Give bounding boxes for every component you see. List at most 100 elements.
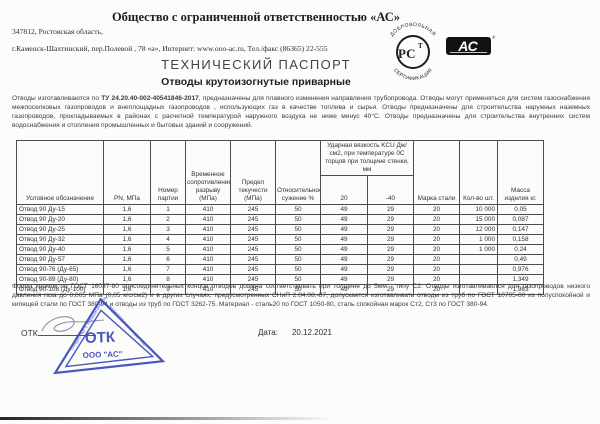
col-header-quantity: Кол-во шт. xyxy=(459,140,498,205)
col-header-kcu-minus40: -40 xyxy=(367,175,414,205)
table-cell: 29 xyxy=(367,234,414,245)
cert-bottom-text: СЕРТИФИКАЦИЯ xyxy=(392,67,434,82)
col-header-kcu-group: Ударная вязкость KCU Дж/см2, при темпера… xyxy=(320,140,414,176)
stamp-outer-triangle xyxy=(53,297,166,375)
table-cell: 20 xyxy=(413,204,460,215)
signature-rule xyxy=(37,327,96,336)
table-cell: 50 xyxy=(275,204,321,215)
table-cell: 0,49 xyxy=(497,254,544,265)
table-cell: 245 xyxy=(230,244,276,255)
table-cell: 1 xyxy=(150,204,186,215)
handwritten-signature-icon xyxy=(41,316,105,332)
stamp-otk-text: ОТК xyxy=(85,329,116,347)
table-cell xyxy=(459,264,498,275)
table-cell: 1,6 xyxy=(103,224,151,235)
table-cell: 245 xyxy=(230,264,276,275)
cert-circle xyxy=(396,35,430,69)
table-cell: 245 xyxy=(230,224,276,235)
table-cell: 3 xyxy=(150,224,186,235)
col-header-mass: Масса изделия кг. xyxy=(497,140,544,205)
col-header-contraction: Относительное сужение % xyxy=(275,140,321,205)
date-value: 20.12.2021 xyxy=(291,328,332,337)
table-cell: 50 xyxy=(275,234,321,245)
cert-center-main: РС xyxy=(398,46,416,61)
table-cell: Отвод 90 Ду-25 xyxy=(16,224,104,235)
table-cell: 0,147 xyxy=(497,224,544,235)
otk-label: ОТК xyxy=(21,328,38,338)
table-cell: 29 xyxy=(367,244,414,255)
table-cell: Отвод 90 Ду-57 xyxy=(16,254,104,265)
table-row: Отвод 90-108 (Ду-100) 1,6 9 410 245 50 49 29 20 1… xyxy=(16,284,544,295)
intro-tu-number: ТУ 24.20.40-002-40541846-2017 xyxy=(101,95,199,102)
table-cell: 50 xyxy=(275,244,321,255)
table-row: Отвод 90 Ду-15 1,6 1 410 245 50 49 29 20 10 000 0,… xyxy=(16,204,544,215)
table-cell: 410 xyxy=(185,264,231,275)
table-cell: 20 xyxy=(413,264,460,275)
table-cell: 49 xyxy=(320,264,368,275)
table-cell: 410 xyxy=(185,254,231,265)
table-cell: 49 xyxy=(320,224,368,235)
table-cell: 1,983 xyxy=(497,284,544,295)
table-cell: 1,6 xyxy=(103,214,151,225)
col-header-kcu-20: 20 xyxy=(320,175,368,205)
registered-mark: ® xyxy=(492,34,496,40)
footer-note: Форма кромок по ГОСТ 16037-80 присоедини… xyxy=(12,283,590,309)
table-cell: 49 xyxy=(320,244,368,255)
table-cell: 10 000 xyxy=(459,204,498,215)
table-cell: 49 xyxy=(320,204,368,215)
date-row: Дата: 20.12.2021 xyxy=(258,328,332,337)
spec-table: Условное обозначение PN, МПа Номер парти… xyxy=(16,140,544,295)
table-row: Отвод 90 Ду-40 1,6 5 410 245 50 49 29 20 1 000 0,2… xyxy=(16,244,544,255)
document-subtitle: Отводы крутоизогнутые приварные xyxy=(161,76,351,88)
address-line-2: г.Каменск-Шахтинский, пер.Полевой , 78 «… xyxy=(12,44,328,53)
address-line-1: 347812, Ростовская область, xyxy=(12,27,103,36)
page-edge-shadow xyxy=(0,417,335,420)
table-cell: 1,6 xyxy=(103,254,151,265)
stamp-company-text: ООО "АС" xyxy=(83,350,123,360)
table-cell: 1,6 xyxy=(103,234,151,245)
table-cell: Отвод 90-76 (Ду-65) xyxy=(16,264,104,275)
col-header-designation: Условное обозначение xyxy=(16,140,104,205)
document-title: ТЕХНИЧЕСКИЙ ПАСПОРТ xyxy=(161,57,351,72)
intro-prefix: Отводы изготавливаются по xyxy=(12,95,102,102)
table-cell: 15 000 xyxy=(459,214,498,225)
table-cell: 410 xyxy=(185,234,231,245)
table-cell: Отвод 90 Ду-40 xyxy=(16,244,104,255)
table-row: Отвод 90 Ду-32 1,6 4 410 245 50 49 29 20 1 000 0,1… xyxy=(16,234,544,245)
table-cell: 0,087 xyxy=(497,214,544,225)
table-cell: 245 xyxy=(230,234,276,245)
col-header-yield: Предел текучести (МПа) xyxy=(230,140,276,205)
table-cell: 0,05 xyxy=(497,204,544,215)
table-cell: 50 xyxy=(275,224,321,235)
stamp-inner-triangle xyxy=(64,309,155,368)
table-cell: 410 xyxy=(185,204,231,215)
otk-signature-line: ОТК xyxy=(21,327,96,338)
signature-stroke xyxy=(41,316,105,332)
table-body: Отвод 90 Ду-15 1,6 1 410 245 50 49 29 20 10 000 0,… xyxy=(16,204,544,295)
table-row: Отвод 90 Ду-25 1,6 3 410 245 50 49 29 20 12 000 0,… xyxy=(16,224,544,235)
table-cell: 49 xyxy=(320,234,368,245)
table-cell: 1,6 xyxy=(103,244,151,255)
svg-text:СЕРТИФИКАЦИЯ: СЕРТИФИКАЦИЯ xyxy=(392,67,434,82)
table-row: Отвод 90 Ду-20 1,6 2 410 245 50 49 29 20 15 000 0,… xyxy=(16,214,544,225)
ac-logo-box xyxy=(446,37,491,55)
table-cell: 29 xyxy=(367,254,414,265)
table-cell xyxy=(459,254,498,265)
otk-stamp-icon: ОТК ООО "АС" Общество с ограниченной отв… xyxy=(53,295,166,375)
table-cell: 29 xyxy=(367,264,414,275)
table-cell: 7 xyxy=(150,264,186,275)
intro-paragraph: Отводы изготавливаются по ТУ 24.20.40-00… xyxy=(12,94,590,130)
col-header-pn: PN, МПа xyxy=(103,140,151,205)
col-header-batch: Номер партии xyxy=(150,140,186,205)
table-cell: 4 xyxy=(150,234,186,245)
table-cell: 1,6 xyxy=(103,204,151,215)
intro-rest: , предназначены для плавного изменения н… xyxy=(12,95,590,130)
date-label: Дата: xyxy=(258,328,278,337)
table-cell: 20 xyxy=(413,234,460,245)
table-cell: 1 000 xyxy=(459,244,498,255)
table-row: Отвод 90-76 (Ду-65) 1,6 7 410 245 50 49 29 20 0,9… xyxy=(16,264,544,275)
table-cell: 245 xyxy=(230,254,276,265)
table-cell: 49 xyxy=(320,254,368,265)
table-cell: 0,24 xyxy=(497,244,544,255)
